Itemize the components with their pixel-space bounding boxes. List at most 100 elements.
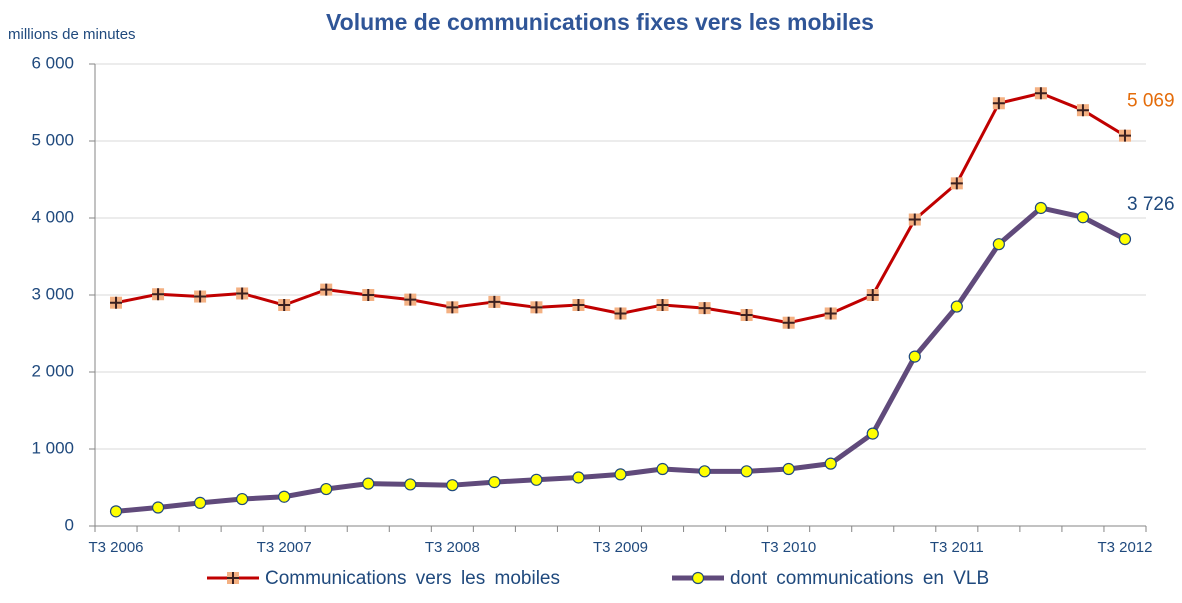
y-axis-label: millions de minutes [8, 26, 136, 43]
marker [740, 465, 753, 478]
legend-item: Communications vers les mobiles [207, 568, 560, 589]
x-tick-label: T3 2011 [930, 539, 984, 556]
marker-cross [110, 296, 123, 309]
marker [110, 296, 123, 309]
marker [109, 505, 123, 518]
y-tick-label: 4 000 [31, 207, 74, 226]
marker-cross [866, 289, 879, 301]
marker [194, 290, 207, 303]
marker-cross [152, 288, 165, 301]
marker [866, 427, 879, 440]
marker [740, 309, 753, 322]
marker [572, 471, 585, 484]
marker [446, 301, 459, 314]
marker-cross [236, 287, 249, 300]
y-tick-label: 0 [65, 515, 74, 534]
marker-cross [488, 295, 501, 308]
marker-cross [782, 316, 795, 329]
marker-cross [1118, 129, 1131, 142]
marker-cross [320, 283, 333, 296]
marker-cross [446, 301, 459, 314]
marker [530, 301, 543, 314]
marker [278, 299, 291, 312]
x-tick-label: T3 2007 [257, 539, 312, 556]
x-tick-label: T3 2010 [761, 539, 816, 556]
marker-cross [950, 177, 963, 190]
marker [691, 571, 705, 585]
marker-cross [530, 301, 543, 314]
marker [278, 490, 291, 503]
marker [1076, 104, 1089, 117]
legend-label: Communications vers les mobiles [265, 568, 560, 589]
y-tick-label: 1 000 [31, 438, 74, 457]
marker [530, 473, 543, 486]
marker [404, 478, 417, 491]
marker [866, 289, 879, 301]
marker [656, 462, 669, 476]
marker-cross [908, 213, 921, 226]
series-line [115, 91, 1126, 325]
x-tick-label: T3 2009 [593, 539, 648, 556]
marker-cross [656, 299, 669, 312]
marker [236, 492, 249, 506]
marker [236, 287, 249, 300]
marker [320, 482, 333, 496]
marker [782, 462, 795, 476]
marker [1034, 87, 1047, 100]
marker [908, 350, 921, 363]
marker-cross [227, 572, 239, 584]
marker [908, 213, 921, 226]
marker [1076, 211, 1090, 224]
marker [1118, 129, 1131, 142]
marker [656, 299, 669, 312]
marker [194, 496, 207, 509]
marker [152, 288, 165, 301]
marker [950, 177, 963, 190]
marker [151, 501, 165, 514]
x-tick-label: T3 2006 [88, 539, 143, 556]
marker [404, 293, 417, 306]
marker-cross [278, 299, 291, 312]
marker [698, 465, 711, 478]
chart-title: Volume de communications fixes vers les … [326, 9, 874, 35]
marker [320, 283, 333, 296]
data-label: 5 069 [1127, 91, 1175, 112]
marker-cross [992, 97, 1005, 110]
marker [488, 295, 501, 308]
y-tick-label: 2 000 [31, 361, 74, 380]
marker [614, 468, 627, 481]
series-line [115, 205, 1127, 514]
marker-cross [1076, 104, 1089, 117]
data-label: 3 726 [1127, 194, 1175, 215]
marker [572, 299, 585, 312]
marker [227, 572, 239, 584]
marker-cross [824, 307, 837, 320]
marker-cross [194, 290, 207, 303]
marker [782, 316, 795, 329]
marker [488, 476, 501, 489]
marker-cross [572, 299, 585, 312]
marker [362, 477, 375, 490]
marker [824, 457, 837, 470]
marker-cross [740, 309, 753, 322]
marker [950, 300, 963, 313]
legend-label: dont communications en VLB [730, 568, 989, 589]
y-tick-label: 3 000 [31, 284, 74, 303]
marker-cross [1034, 87, 1047, 100]
marker-cross [698, 302, 711, 315]
marker [1118, 232, 1132, 246]
marker [362, 289, 375, 301]
x-tick-label: T3 2008 [425, 539, 480, 556]
marker [698, 302, 711, 315]
y-tick-label: 5 000 [31, 130, 74, 149]
marker-cross [404, 293, 417, 306]
marker-cross [614, 307, 627, 320]
marker [824, 307, 837, 320]
y-tick-label: 6 000 [31, 53, 74, 72]
marker [1034, 201, 1048, 215]
marker-cross [362, 289, 375, 301]
marker [446, 479, 459, 492]
marker [992, 238, 1005, 251]
marker [992, 97, 1005, 110]
